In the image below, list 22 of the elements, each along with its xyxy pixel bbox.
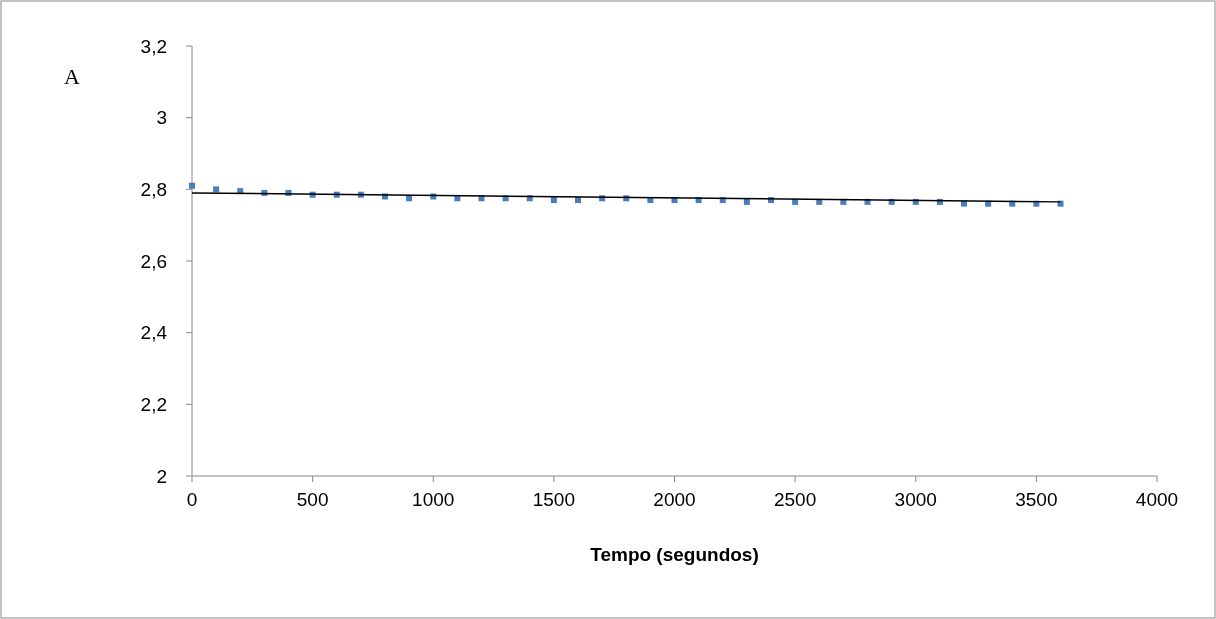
x-axis-title: Tempo (segundos)	[590, 544, 759, 565]
x-tick-label: 1000	[412, 489, 455, 510]
point	[550, 197, 557, 204]
x-tick-label: 2000	[653, 489, 696, 510]
x-tick-label: 3000	[894, 489, 937, 510]
x-tick-label: 1500	[532, 489, 576, 510]
point	[189, 182, 195, 189]
y-tick-label: 2,4	[140, 322, 168, 344]
y-tick-label: 2,6	[140, 250, 167, 272]
y-tick-label: 2,2	[140, 393, 167, 415]
point	[743, 198, 750, 205]
x-tick-label: 3500	[1015, 489, 1058, 510]
y-tick-label: 3,2	[140, 35, 167, 57]
y-tick-label: 2	[156, 465, 167, 487]
x-tick-label: 2500	[773, 489, 817, 510]
x-tick-label: 500	[296, 489, 329, 510]
y-axis-title: A	[64, 64, 81, 89]
point	[213, 186, 220, 193]
y-tick-label: 2,8	[140, 178, 167, 200]
x-tick-label: 4000	[1135, 489, 1179, 510]
y-tick-label: 3	[156, 107, 167, 129]
x-tick-label: 0	[186, 489, 198, 510]
